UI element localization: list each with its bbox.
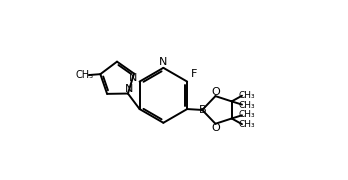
- Text: B: B: [198, 105, 206, 115]
- Text: CH₃: CH₃: [238, 110, 255, 119]
- Text: CH₃: CH₃: [238, 101, 255, 110]
- Text: F: F: [191, 69, 197, 80]
- Text: CH₃: CH₃: [75, 70, 94, 80]
- Text: O: O: [212, 123, 221, 133]
- Text: O: O: [212, 87, 221, 97]
- Text: N: N: [129, 73, 137, 83]
- Text: N: N: [125, 84, 133, 94]
- Text: CH₃: CH₃: [238, 91, 255, 100]
- Text: CH₃: CH₃: [238, 120, 255, 129]
- Text: N: N: [159, 57, 167, 67]
